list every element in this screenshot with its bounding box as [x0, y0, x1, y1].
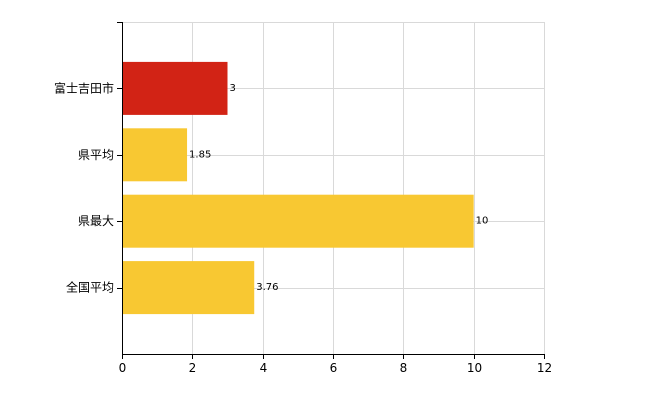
y-tick-label: 県平均 [78, 148, 114, 162]
data-label: 10 [476, 216, 489, 227]
bars: 3 1.85 10 3.76 [123, 61, 489, 315]
bar [123, 261, 255, 315]
data-label: 3 [230, 83, 236, 94]
data-label: 1.85 [189, 149, 211, 160]
bar [123, 128, 188, 182]
y-tick-label: 富士吉田市 [54, 80, 114, 95]
bar [123, 61, 228, 115]
x-tick-label: 0 [119, 361, 127, 375]
data-label: 3.76 [256, 282, 278, 293]
y-tick-label: 県最大 [78, 214, 114, 228]
bar [123, 194, 474, 248]
x-tick-label: 12 [537, 361, 552, 375]
x-tick-label: 10 [467, 361, 482, 375]
y-tick-label: 全国平均 [66, 280, 114, 295]
x-tick-label: 6 [330, 361, 338, 375]
x-tick-label: 8 [400, 361, 408, 375]
x-tick-label: 4 [260, 361, 268, 375]
x-tick-label: 2 [189, 361, 197, 375]
